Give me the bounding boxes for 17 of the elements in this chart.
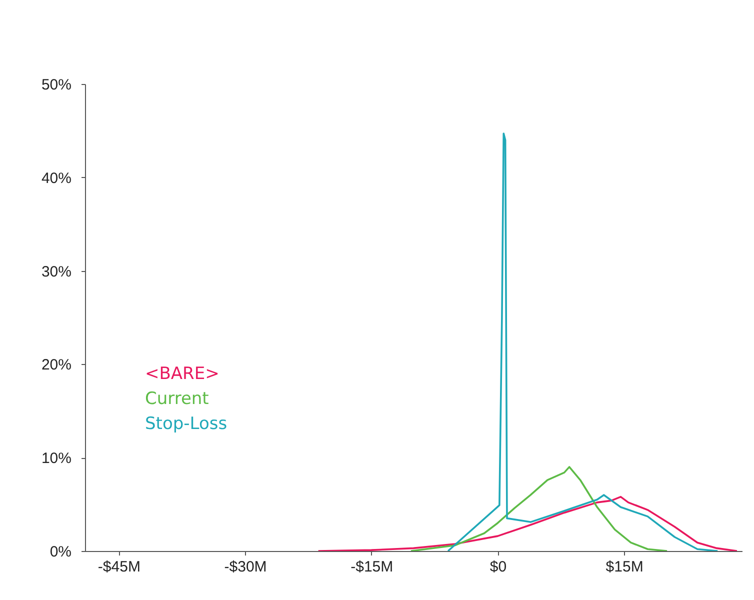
y-tick-label: 10% bbox=[41, 450, 72, 468]
text: Current bbox=[145, 389, 210, 409]
text: Stop-Loss bbox=[145, 414, 228, 434]
x-tick-label: -$15M bbox=[350, 558, 394, 576]
x-tick-label: -$45M bbox=[98, 558, 140, 576]
line-series bbox=[447, 132, 718, 551]
y-tick-label: 40% bbox=[41, 170, 72, 187]
y-tick-label: 50% bbox=[41, 76, 72, 94]
text: <BARE> bbox=[145, 364, 220, 384]
line-series bbox=[317, 496, 738, 551]
y-tick-label: 30% bbox=[41, 263, 72, 280]
x-tick-label: $0 bbox=[490, 558, 507, 576]
y-tick-label: 20% bbox=[41, 356, 72, 374]
y-tick-label: 0% bbox=[50, 544, 72, 560]
x-tick-label: -$30M bbox=[224, 558, 267, 576]
x-tick-label: $15M bbox=[606, 558, 644, 576]
line-series bbox=[410, 466, 668, 551]
